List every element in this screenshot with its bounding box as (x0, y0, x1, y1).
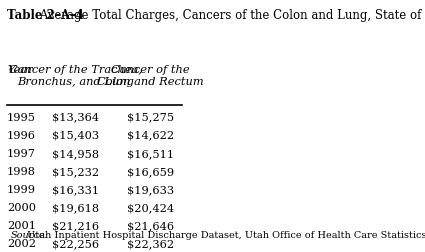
Text: Utah Inpatient Hospital Discharge Dataset, Utah Office of Health Care Statistics: Utah Inpatient Hospital Discharge Datase… (24, 231, 425, 240)
Text: $15,403: $15,403 (52, 131, 99, 141)
Text: 1995: 1995 (7, 113, 36, 123)
Text: $15,275: $15,275 (127, 113, 174, 123)
Text: $21,216: $21,216 (52, 221, 99, 231)
Text: $14,622: $14,622 (127, 131, 174, 141)
Text: 1999: 1999 (7, 185, 36, 195)
Text: 1996: 1996 (7, 131, 36, 141)
Text: $16,511: $16,511 (127, 149, 174, 159)
Text: $22,256: $22,256 (52, 239, 99, 249)
Text: $19,618: $19,618 (52, 203, 99, 213)
Text: 2001: 2001 (7, 221, 36, 231)
Text: Source:: Source: (11, 231, 48, 240)
Text: 1998: 1998 (7, 167, 36, 177)
Text: $20,424: $20,424 (127, 203, 174, 213)
Text: 1997: 1997 (7, 149, 36, 159)
Text: $15,232: $15,232 (52, 167, 99, 177)
Text: $16,659: $16,659 (127, 167, 174, 177)
Text: Average Total Charges, Cancers of the Colon and Lung, State of Utah, 1995–2002: Average Total Charges, Cancers of the Co… (36, 9, 425, 22)
Text: 2000: 2000 (7, 203, 36, 213)
Text: $19,633: $19,633 (127, 185, 174, 195)
Text: $14,958: $14,958 (52, 149, 99, 159)
Text: Year: Year (7, 65, 32, 75)
Text: $21,646: $21,646 (127, 221, 174, 231)
Text: 2002: 2002 (7, 239, 36, 249)
Text: Cancer of the Trachea,
Bronchus, and Lung: Cancer of the Trachea, Bronchus, and Lun… (9, 65, 142, 86)
Text: Table 2–A–4: Table 2–A–4 (7, 9, 84, 22)
Text: Cancer of the
Colon and Rectum: Cancer of the Colon and Rectum (97, 65, 204, 86)
Text: $16,331: $16,331 (52, 185, 99, 195)
Text: $13,364: $13,364 (52, 113, 99, 123)
Text: $22,362: $22,362 (127, 239, 174, 249)
